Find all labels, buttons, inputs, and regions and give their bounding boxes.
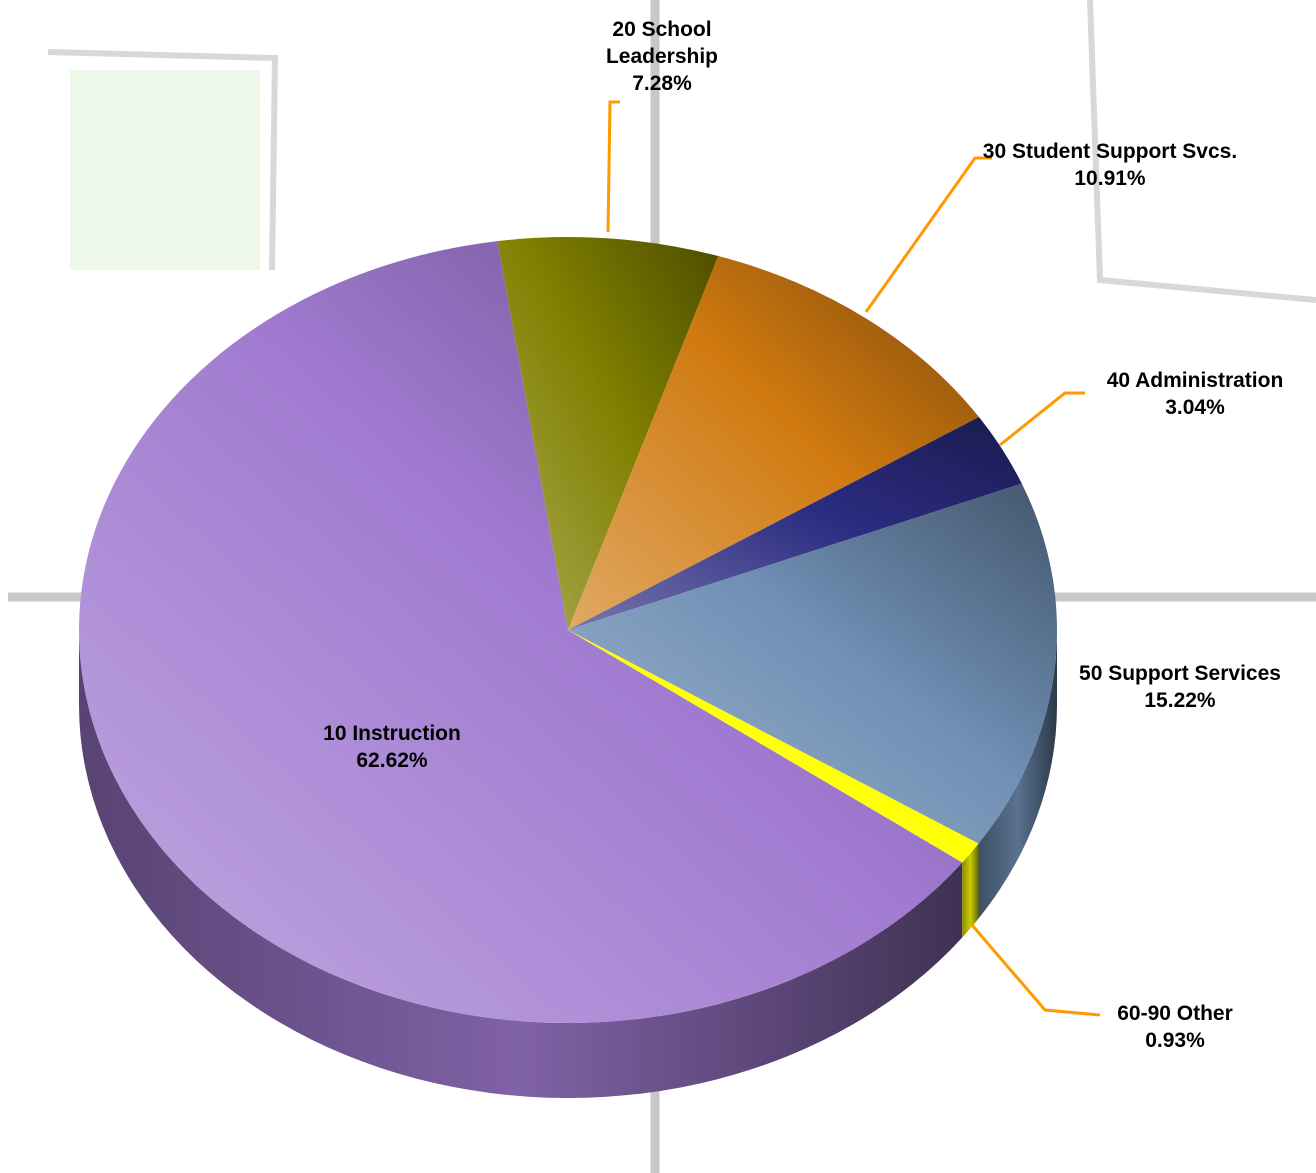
slice-category: 40 Administration: [1106, 369, 1284, 392]
slice-category: 10 Instruction: [323, 722, 461, 745]
slice-label: 30 Student Support Svcs. 10.91%: [975, 138, 1245, 192]
slice-label: 50 Support Services 15.22%: [1030, 660, 1316, 714]
slice-side: [962, 843, 979, 938]
slice-label: 40 Administration 3.04%: [1045, 367, 1316, 421]
pie-slice: [568, 483, 1058, 844]
leader-line: [970, 924, 1101, 1017]
pie-slice: [79, 241, 963, 1024]
slice-side: [978, 630, 1057, 919]
slice-value: 62.62%: [356, 749, 428, 772]
slice-value: 7.28%: [632, 72, 692, 95]
slice-side: [79, 630, 963, 1098]
slice-value: 10.91%: [1074, 167, 1146, 190]
slice-label: 10 Instruction 62.62%: [262, 720, 522, 774]
pie-slice: [568, 630, 979, 863]
slice-value: 3.04%: [1165, 396, 1225, 419]
leader-line: [606, 100, 620, 233]
slice-category: 50 Support Services: [1079, 662, 1281, 685]
slice-value: 15.22%: [1144, 689, 1216, 712]
pie-slice: [497, 236, 719, 630]
slice-category: 20 School Leadership: [605, 18, 719, 68]
slice-label: 20 School Leadership 7.28%: [582, 16, 742, 97]
pie-sides: [79, 630, 1057, 1098]
slice-category: 60-90 Other: [1117, 1002, 1233, 1025]
slice-category: 30 Student Support Svcs.: [982, 140, 1238, 163]
leader-line: [999, 391, 1085, 447]
slice-label: 60-90 Other 0.93%: [1065, 1000, 1285, 1054]
leader-line: [864, 156, 992, 313]
pie-tops: [79, 236, 1058, 1024]
slice-value: 0.93%: [1145, 1029, 1205, 1052]
pie-slice: [568, 256, 979, 630]
pie-slice: [568, 417, 1022, 630]
